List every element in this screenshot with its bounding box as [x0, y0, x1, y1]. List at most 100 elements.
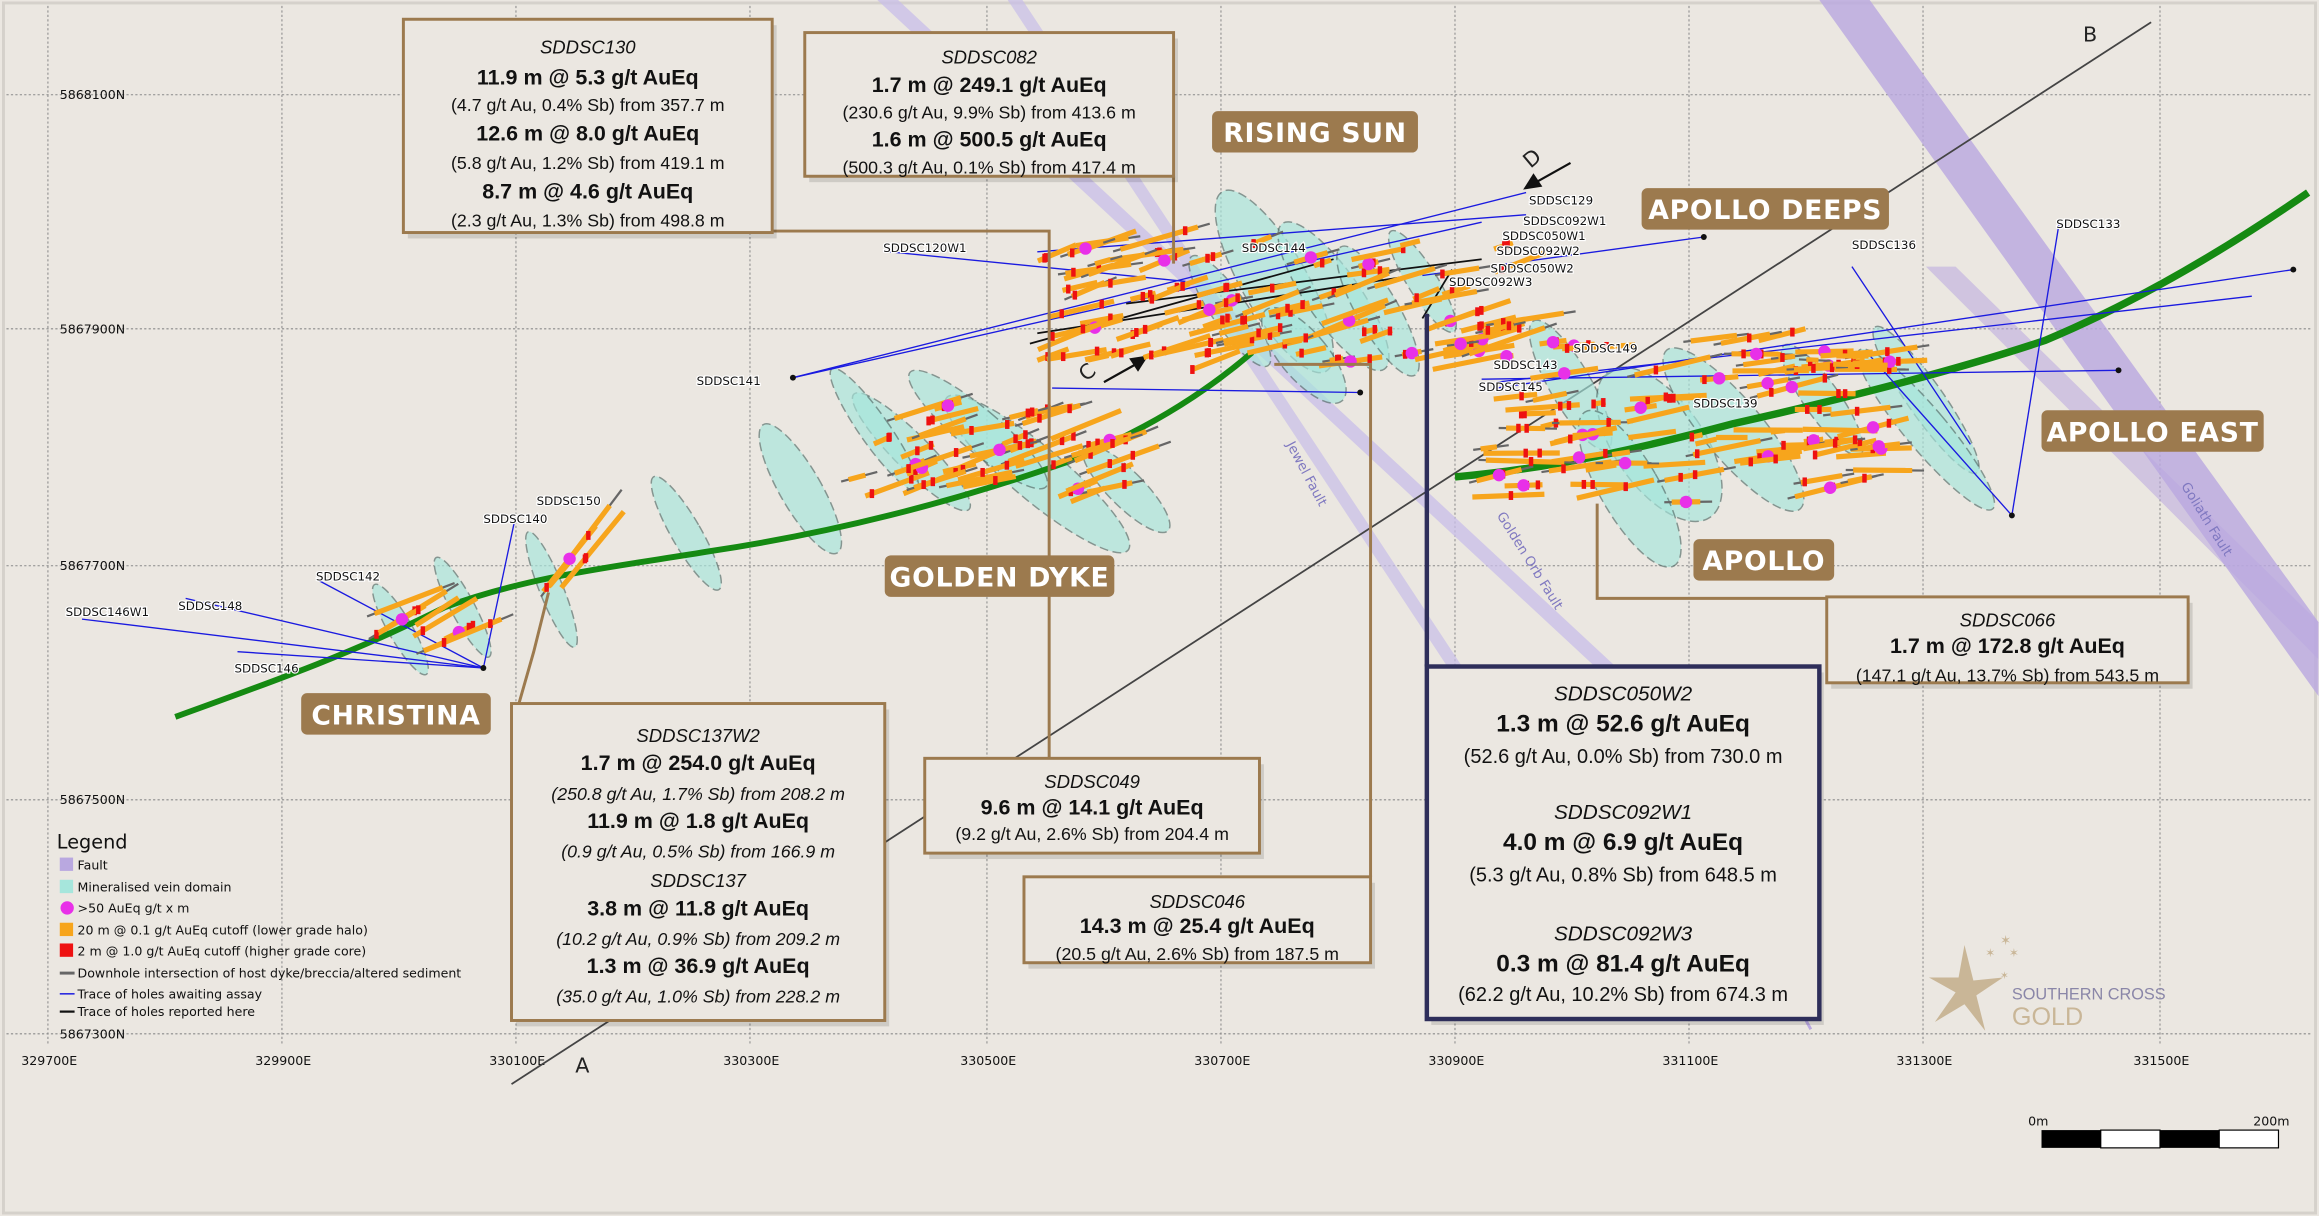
core-intercept [1773, 454, 1778, 464]
hole-label[interactable]: SDDSC092W1 [1522, 213, 1608, 229]
halo-intercept [1196, 280, 1243, 299]
hole-label[interactable]: SDDSC120W1 [882, 240, 968, 256]
halo-intercept [1576, 477, 1655, 501]
area-label-box [1693, 539, 1835, 581]
callout-assay-detail: (52.6 g/t Au, 0.0% Sb) from 730.0 m [1464, 746, 1783, 768]
hole-trace-awaiting[interactable] [81, 618, 484, 669]
high-grade-marker [1405, 346, 1419, 360]
hole-label[interactable]: SDDSC143 [1492, 357, 1558, 373]
core-intercept [930, 415, 935, 425]
vein-domain [758, 423, 843, 555]
easting-label: 331300E [1896, 1053, 1952, 1068]
core-intercept [1069, 248, 1075, 258]
hole-label[interactable]: SDDSC150 [536, 493, 602, 509]
core-intercept [441, 638, 447, 647]
core-intercept [1377, 266, 1383, 276]
high-grade-marker [993, 443, 1006, 457]
core-intercept [1235, 293, 1240, 303]
hole-trace-awaiting[interactable] [1496, 295, 2252, 383]
area-label: GOLDEN DYKE [890, 563, 1110, 594]
core-intercept [1331, 288, 1336, 298]
legend-item-fault: Fault [78, 857, 108, 872]
hole-trace-awaiting[interactable] [1496, 268, 2294, 389]
scale-segment [2100, 1129, 2161, 1149]
legend-item-reported: Trace of holes reported here [77, 1004, 256, 1019]
hole-trace-awaiting[interactable] [1052, 387, 1361, 394]
hole-trace-awaiting[interactable] [2011, 222, 2060, 516]
hole-label[interactable]: SDDSC092W2 [1495, 243, 1581, 259]
area-label-box [1212, 111, 1418, 153]
core-intercept [1088, 449, 1093, 459]
hole-label[interactable]: SDDSC148 [177, 598, 243, 614]
core-intercept [921, 480, 926, 490]
core-intercept [1013, 434, 1018, 444]
core-intercept [1689, 432, 1695, 442]
callout-box [401, 17, 774, 235]
high-grade-swatch [60, 901, 74, 915]
core-intercept [1790, 327, 1795, 337]
halo-intercept [950, 420, 1015, 437]
halo-intercept [1432, 351, 1509, 372]
hole-label[interactable]: SDDSC129 [1528, 192, 1594, 208]
callout-intercept: 14.3 m @ 25.4 g/t AuEq [1080, 914, 1315, 938]
logo-star-icon [1928, 944, 2003, 1031]
core-intercept [1288, 307, 1293, 317]
hole-trace-reported[interactable] [1126, 258, 1482, 305]
hole-label[interactable]: SDDSC145 [1477, 379, 1543, 395]
core-intercept [1362, 327, 1367, 337]
halo-intercept [1758, 326, 1807, 344]
hole-trace-reported[interactable] [1421, 269, 1453, 319]
halo-intercept [1190, 348, 1241, 373]
core-intercept [1645, 396, 1650, 406]
hole-label[interactable]: SDDSC149 [1572, 340, 1638, 356]
core-intercept [1523, 448, 1528, 458]
hole-label[interactable]: SDDSC140 [482, 511, 548, 527]
hole-label[interactable]: SDDSC092W3 [1448, 274, 1534, 290]
halo-intercept [1434, 331, 1496, 347]
core-intercept [1535, 480, 1541, 490]
hole-trace-awaiting[interactable] [482, 521, 516, 669]
hole-label[interactable]: SDDSC146 [233, 660, 299, 676]
high-grade-marker [1079, 242, 1092, 255]
core-intercept [926, 416, 931, 426]
hole-label[interactable]: SDDSC139 [1692, 395, 1758, 411]
hole-trace-awaiting[interactable] [237, 651, 484, 669]
halo-intercept [1399, 238, 1421, 249]
core-intercept [1586, 340, 1591, 350]
easting-label: 329900E [255, 1053, 311, 1068]
core-intercept [1694, 449, 1700, 459]
halo-intercept [1570, 481, 1624, 488]
high-grade-marker [563, 552, 576, 566]
callout-box [1825, 595, 2190, 685]
hole-trace-awaiting[interactable] [1851, 266, 1971, 445]
high-grade-marker [1634, 401, 1647, 414]
hole-label[interactable]: SDDSC146W1 [65, 604, 151, 620]
hole-trace-awaiting[interactable] [185, 597, 484, 669]
hole-label[interactable]: SDDSC050W2 [1489, 260, 1575, 276]
hole-trace-awaiting[interactable] [1481, 369, 2119, 380]
northing-label: 5867500N [60, 792, 125, 807]
core-intercept [1862, 473, 1867, 483]
arrow-c-icon [1103, 355, 1149, 384]
halo-intercept [1218, 323, 1249, 337]
high-grade-marker [1866, 421, 1880, 434]
hole-label[interactable]: SDDSC142 [315, 568, 381, 584]
core-swatch [59, 943, 74, 957]
callout-assay-detail: (10.2 g/t Au, 0.9% Sb) from 209.2 m [556, 929, 840, 949]
halo-intercept [559, 509, 626, 590]
hole-label[interactable]: SDDSC050W1 [1501, 228, 1587, 244]
hole-label[interactable]: SDDSC133 [2055, 216, 2121, 232]
callout-box [1022, 875, 1373, 965]
hole-label[interactable]: SDDSC136 [1851, 237, 1917, 253]
callout-box [510, 702, 887, 1022]
high-grade-marker [1454, 337, 1467, 351]
hole-label[interactable]: SDDSC141 [695, 373, 761, 389]
halo-intercept [1559, 419, 1621, 426]
hole-label[interactable]: SDDSC144 [1241, 240, 1307, 256]
halo-intercept [414, 595, 460, 628]
core-intercept [1149, 294, 1155, 304]
core-intercept [1822, 373, 1828, 383]
core-intercept [1780, 353, 1785, 362]
hole-trace-awaiting[interactable] [1869, 355, 2013, 516]
callout-assay-detail: (500.3 g/t Au, 0.1% Sb) from 417.4 m [843, 157, 1136, 177]
